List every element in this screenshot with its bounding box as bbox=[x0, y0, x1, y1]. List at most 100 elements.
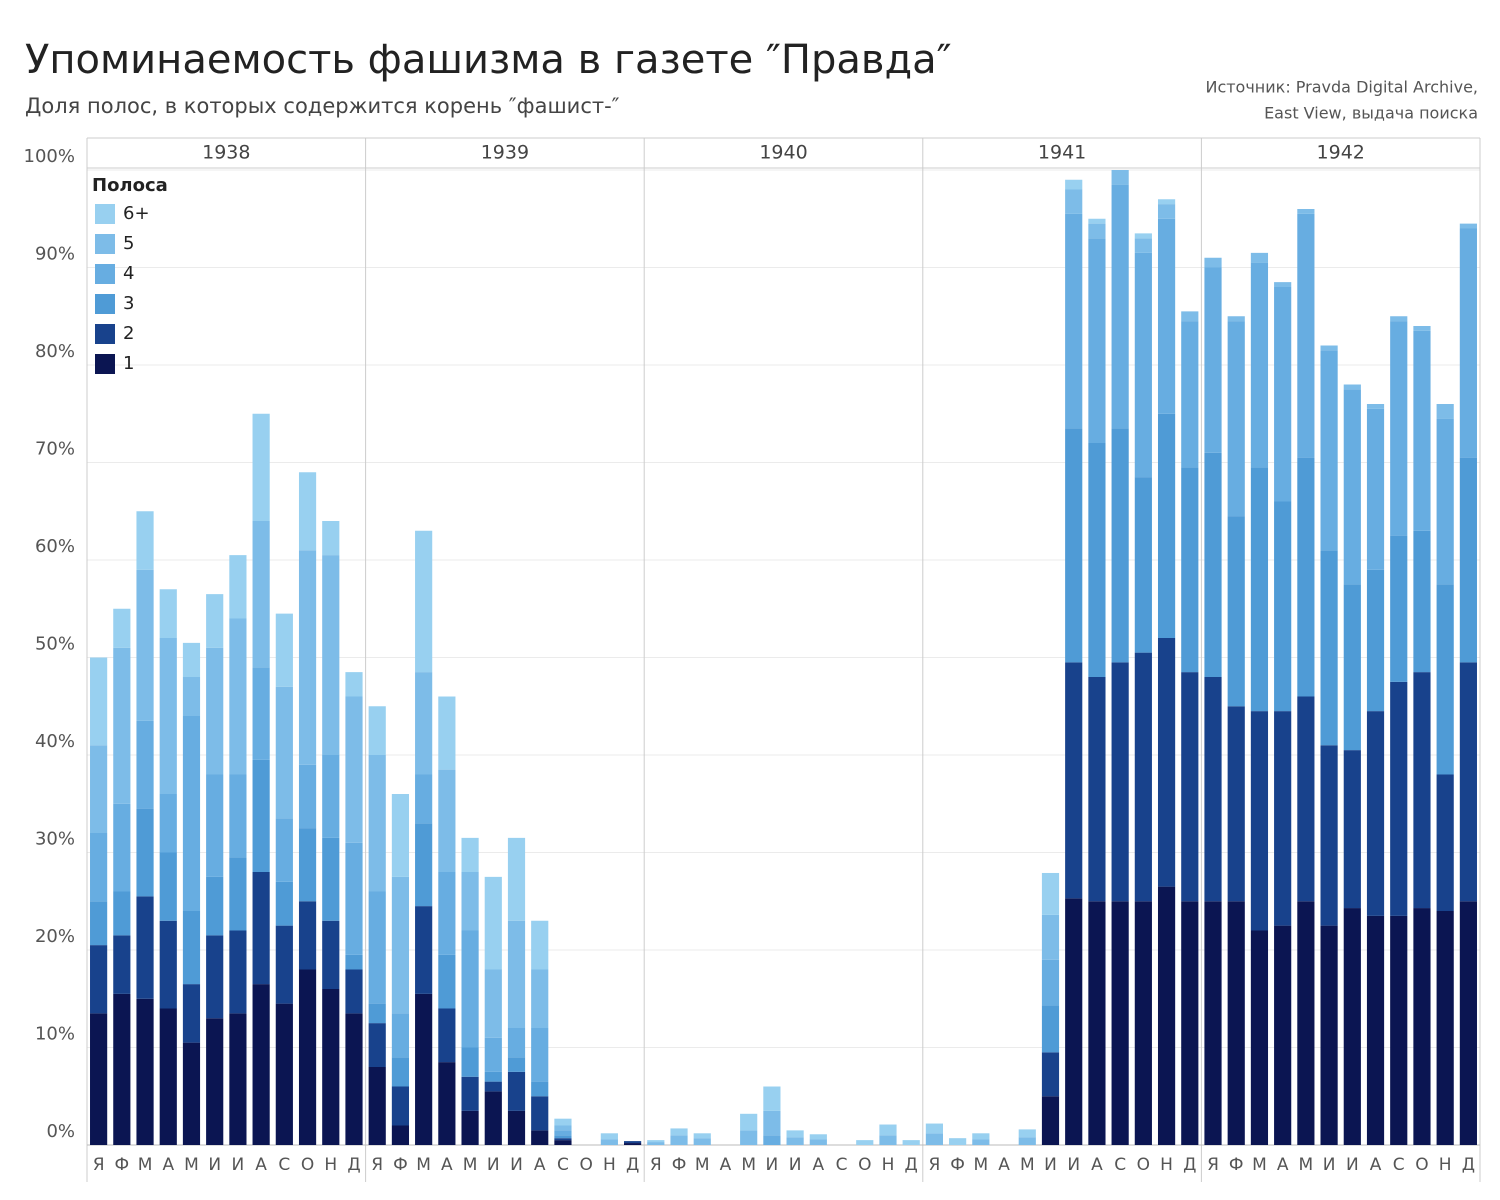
bar-segment bbox=[554, 1125, 572, 1131]
bar-segment bbox=[159, 794, 177, 853]
legend-swatch bbox=[95, 234, 115, 254]
bar-segment bbox=[1041, 1052, 1060, 1097]
year-label: 1938 bbox=[202, 142, 250, 164]
legend-label: 4 bbox=[123, 263, 134, 284]
bar-segment bbox=[438, 769, 456, 872]
bar-segment bbox=[1181, 311, 1199, 322]
bar-segment bbox=[554, 1138, 572, 1141]
bar-segment bbox=[1436, 418, 1454, 585]
bar-segment bbox=[740, 1130, 758, 1145]
bar-segment bbox=[809, 1134, 827, 1140]
legend-label: 3 bbox=[123, 293, 134, 314]
year-label: 1940 bbox=[759, 142, 807, 164]
bar-segment bbox=[902, 1140, 920, 1145]
bar-segment bbox=[159, 638, 177, 794]
bar-segment bbox=[1134, 901, 1152, 1145]
x-tick-label: И bbox=[232, 1155, 245, 1175]
bar-segment bbox=[1297, 901, 1315, 1145]
bar-segment bbox=[1181, 901, 1199, 1145]
x-tick-label: Я bbox=[929, 1155, 941, 1175]
bar-segment bbox=[136, 511, 154, 570]
bar-segment bbox=[415, 906, 433, 994]
x-tick-label: А bbox=[998, 1155, 1010, 1175]
x-tick-label: М bbox=[695, 1155, 710, 1175]
x-tick-label: Ф bbox=[393, 1155, 408, 1175]
bar-segment bbox=[507, 837, 526, 921]
x-tick-label: О bbox=[301, 1155, 314, 1175]
bar-segment bbox=[1088, 218, 1106, 224]
bar-segment bbox=[1204, 257, 1222, 268]
x-tick-label: А bbox=[1277, 1155, 1289, 1175]
x-tick-label: О bbox=[579, 1155, 592, 1175]
x-tick-label: Я bbox=[371, 1155, 383, 1175]
bar-segment bbox=[345, 1013, 363, 1145]
bar-segment bbox=[206, 876, 224, 936]
x-tick-label: И bbox=[766, 1155, 779, 1175]
bar-segment bbox=[1390, 681, 1408, 916]
bar-segment bbox=[438, 1008, 456, 1063]
bar-segment bbox=[1250, 262, 1269, 468]
bar-segment bbox=[415, 530, 433, 673]
bar-segment bbox=[182, 911, 201, 985]
bar-segment bbox=[1088, 901, 1106, 1145]
bar-segment bbox=[1250, 252, 1269, 263]
x-tick-label: Ф bbox=[950, 1155, 965, 1175]
bar-segment bbox=[670, 1135, 688, 1145]
bar-segment bbox=[1436, 404, 1454, 419]
bar-segment bbox=[1250, 930, 1269, 1145]
bar-segment bbox=[693, 1133, 711, 1139]
bar-segment bbox=[136, 808, 154, 897]
bar-segment bbox=[1366, 711, 1385, 916]
bar-segment bbox=[1181, 321, 1199, 468]
bar-segment bbox=[461, 1047, 479, 1077]
bar-segment bbox=[1088, 223, 1106, 239]
bar-segment bbox=[322, 521, 340, 556]
x-tick-label: Я bbox=[93, 1155, 105, 1175]
bar-segment bbox=[1111, 901, 1129, 1145]
bar-segment bbox=[1227, 706, 1245, 902]
bar-segment bbox=[136, 998, 154, 1145]
bar-segment bbox=[415, 672, 433, 775]
bar-segment bbox=[1459, 901, 1477, 1145]
bar-segment bbox=[1343, 389, 1361, 585]
bar-segment bbox=[1274, 711, 1292, 926]
bar-segment bbox=[786, 1137, 804, 1145]
x-tick-label: А bbox=[813, 1155, 825, 1175]
bar-segment bbox=[229, 555, 247, 619]
legend-swatch bbox=[95, 264, 115, 284]
legend-label: 6+ bbox=[123, 203, 150, 224]
bar-segment bbox=[1343, 384, 1361, 390]
bar-segment bbox=[1413, 330, 1431, 531]
bar-segment bbox=[1157, 218, 1176, 414]
bar-segment bbox=[1134, 233, 1152, 239]
bar-segment bbox=[1157, 413, 1176, 638]
bar-segment bbox=[1274, 282, 1292, 287]
bar-segment bbox=[647, 1142, 665, 1145]
bar-segment bbox=[1413, 908, 1431, 1145]
bar-segment bbox=[345, 696, 363, 843]
bar-segment bbox=[1320, 745, 1338, 926]
bar-segment bbox=[206, 1018, 224, 1145]
bar-segment bbox=[1390, 535, 1408, 682]
bar-segment bbox=[740, 1113, 758, 1131]
bar-segment bbox=[484, 1091, 502, 1145]
bar-segment bbox=[1297, 213, 1315, 458]
bar-segment bbox=[182, 642, 201, 677]
bar-segment bbox=[763, 1110, 781, 1136]
bar-segment bbox=[484, 1081, 502, 1092]
bar-segment bbox=[229, 1013, 247, 1145]
chart-subtitle: Доля полос, в которых содержится корень … bbox=[25, 94, 620, 118]
bar-segment bbox=[252, 521, 270, 668]
x-tick-label: А bbox=[255, 1155, 267, 1175]
bar-segment bbox=[113, 935, 131, 994]
x-tick-label: М bbox=[416, 1155, 431, 1175]
x-tick-label: М bbox=[184, 1155, 199, 1175]
x-tick-label: Ф bbox=[672, 1155, 687, 1175]
legend-swatch bbox=[95, 294, 115, 314]
bar-segment bbox=[809, 1139, 827, 1145]
bar-segment bbox=[113, 647, 131, 804]
bar-segment bbox=[1204, 677, 1222, 902]
bar-segment bbox=[206, 774, 224, 877]
bar-segment bbox=[972, 1139, 990, 1145]
bar-segment bbox=[1041, 914, 1060, 960]
